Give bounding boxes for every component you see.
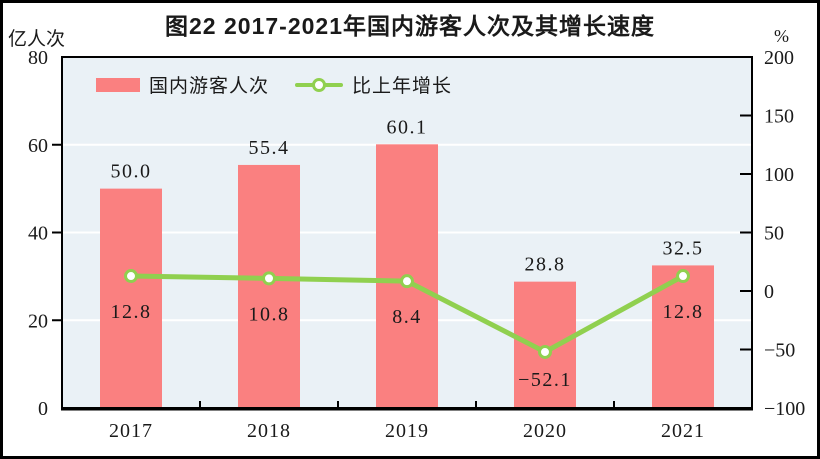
bar (238, 164, 300, 408)
growth-line-marker (676, 269, 690, 284)
bar-value-label: 60.1 (387, 116, 428, 138)
bar (100, 188, 162, 408)
left-axis-tick-label: 40 (28, 223, 48, 245)
right-axis-tick-label: −100 (764, 398, 805, 420)
legend-label-line-series: 比上年增长 (352, 76, 453, 97)
right-axis-tick-label: 200 (764, 47, 794, 69)
left-axis-tick-label: 60 (28, 135, 48, 157)
legend-label-bar-series: 国内游客人次 (149, 76, 270, 97)
right-axis-tick-label: 150 (764, 106, 794, 128)
bar-value-label: 28.8 (525, 254, 566, 276)
x-axis-category-label: 2017 (109, 420, 153, 442)
growth-line-marker (124, 269, 138, 284)
legend-bar-swatch (96, 77, 140, 92)
bar-value-label: 50.0 (111, 161, 152, 183)
growth-value-label: 8.4 (392, 306, 422, 328)
left-axis-tick-label: 20 (28, 310, 48, 332)
legend-line-swatch (295, 77, 344, 93)
bar-value-label: 55.4 (249, 137, 290, 159)
right-axis-tick-label: 0 (764, 281, 774, 303)
legend: 国内游客人次 比上年增长 (96, 71, 452, 98)
x-axis-category-label: 2019 (385, 420, 429, 442)
left-axis-tick-label: 80 (28, 47, 48, 69)
growth-value-label: 12.8 (663, 301, 704, 323)
growth-value-label: 12.8 (111, 301, 152, 323)
chart-title: 图22 2017-2021年国内游客人次及其增长速度 (165, 13, 655, 39)
left-axis-tick-label: 0 (38, 398, 48, 420)
right-axis-tick-label: 100 (764, 164, 794, 186)
legend-item-line-series: 比上年增长 (295, 71, 452, 98)
x-axis-category-label: 2021 (661, 420, 705, 442)
left-axis-unit-label: 亿人次 (8, 29, 66, 50)
bar (514, 281, 576, 408)
growth-line-marker (538, 344, 552, 359)
growth-value-label: −52.1 (518, 369, 572, 391)
bar-value-label: 32.5 (663, 237, 704, 259)
growth-line-marker (262, 271, 276, 286)
right-axis-tick-label: 50 (764, 223, 784, 245)
legend-line-marker-icon (312, 77, 327, 92)
right-axis-unit-label: % (774, 26, 789, 46)
right-axis-tick-label: −50 (764, 340, 795, 362)
growth-line-marker (400, 274, 414, 289)
growth-value-label: 10.8 (249, 303, 290, 325)
x-axis-category-label: 2018 (247, 420, 291, 442)
x-axis-category-label: 2020 (523, 420, 567, 442)
